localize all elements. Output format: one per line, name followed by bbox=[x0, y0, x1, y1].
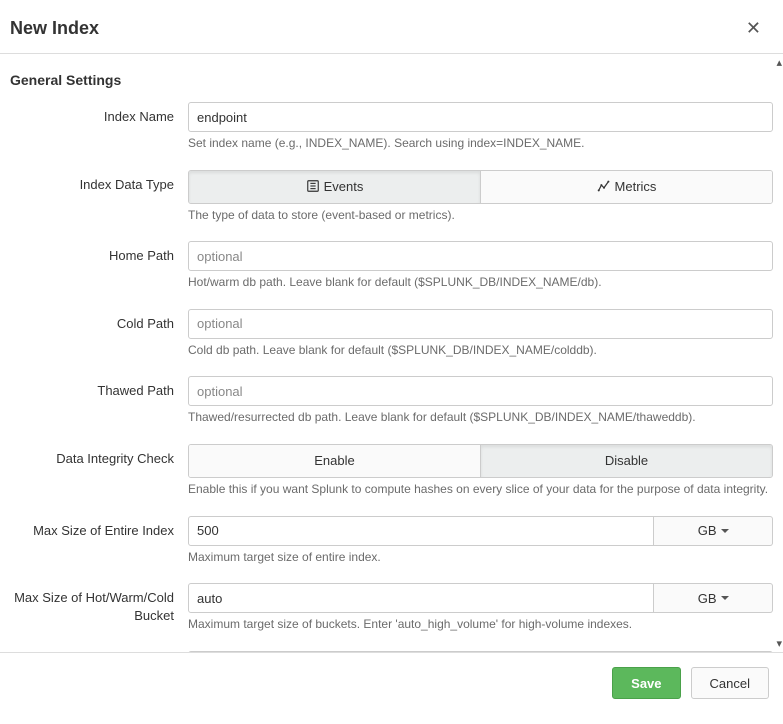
modal-footer: Save Cancel bbox=[0, 652, 783, 713]
row-integrity: Data Integrity Check Enable Disable Enab… bbox=[10, 444, 773, 498]
help-data-type: The type of data to store (event-based o… bbox=[188, 208, 773, 224]
integrity-enable[interactable]: Enable bbox=[189, 445, 480, 477]
section-title: General Settings bbox=[10, 72, 773, 88]
row-frozen-path: Frozen Path Frozen bucket archive path. … bbox=[10, 651, 773, 652]
modal-title: New Index bbox=[10, 18, 99, 39]
label-data-type: Index Data Type bbox=[10, 170, 188, 194]
cold-path-input[interactable] bbox=[188, 309, 773, 339]
enable-label: Enable bbox=[314, 453, 354, 468]
events-label: Events bbox=[324, 179, 364, 194]
help-max-index: Maximum target size of entire index. bbox=[188, 550, 773, 566]
row-data-type: Index Data Type Events Metrics The type … bbox=[10, 170, 773, 224]
label-cold-path: Cold Path bbox=[10, 309, 188, 333]
events-icon bbox=[306, 179, 320, 193]
modal-body: ▴ General Settings Index Name Set index … bbox=[0, 54, 783, 652]
max-bucket-input[interactable] bbox=[188, 583, 654, 613]
label-home-path: Home Path bbox=[10, 241, 188, 265]
label-integrity: Data Integrity Check bbox=[10, 444, 188, 468]
help-cold-path: Cold db path. Leave blank for default ($… bbox=[188, 343, 773, 359]
frozen-path-input[interactable] bbox=[188, 651, 773, 652]
data-type-events[interactable]: Events bbox=[189, 171, 480, 203]
help-integrity: Enable this if you want Splunk to comput… bbox=[188, 482, 773, 498]
row-max-index: Max Size of Entire Index GB Maximum targ… bbox=[10, 516, 773, 566]
help-home-path: Hot/warm db path. Leave blank for defaul… bbox=[188, 275, 773, 291]
max-bucket-unit-label: GB bbox=[698, 591, 717, 606]
home-path-input[interactable] bbox=[188, 241, 773, 271]
modal-header: New Index ✕ bbox=[0, 0, 783, 54]
data-type-metrics[interactable]: Metrics bbox=[480, 171, 772, 203]
chevron-down-icon bbox=[721, 529, 729, 533]
row-cold-path: Cold Path Cold db path. Leave blank for … bbox=[10, 309, 773, 359]
label-max-bucket: Max Size of Hot/Warm/Cold Bucket bbox=[10, 583, 188, 624]
cancel-button[interactable]: Cancel bbox=[691, 667, 769, 699]
label-thawed-path: Thawed Path bbox=[10, 376, 188, 400]
help-index-name: Set index name (e.g., INDEX_NAME). Searc… bbox=[188, 136, 773, 152]
max-index-unit-label: GB bbox=[698, 523, 717, 538]
chevron-down-icon bbox=[721, 596, 729, 600]
row-max-bucket: Max Size of Hot/Warm/Cold Bucket GB Maxi… bbox=[10, 583, 773, 633]
close-icon[interactable]: ✕ bbox=[742, 18, 765, 39]
save-button[interactable]: Save bbox=[612, 667, 680, 699]
integrity-toggle: Enable Disable bbox=[188, 444, 773, 478]
data-type-toggle: Events Metrics bbox=[188, 170, 773, 204]
label-max-index: Max Size of Entire Index bbox=[10, 516, 188, 540]
help-max-bucket: Maximum target size of buckets. Enter 'a… bbox=[188, 617, 773, 633]
row-thawed-path: Thawed Path Thawed/resurrected db path. … bbox=[10, 376, 773, 426]
max-bucket-unit-dropdown[interactable]: GB bbox=[654, 583, 773, 613]
metrics-icon bbox=[597, 179, 611, 193]
row-index-name: Index Name Set index name (e.g., INDEX_N… bbox=[10, 102, 773, 152]
scroll-up-icon[interactable]: ▴ bbox=[776, 56, 782, 69]
max-index-input[interactable] bbox=[188, 516, 654, 546]
thawed-path-input[interactable] bbox=[188, 376, 773, 406]
row-home-path: Home Path Hot/warm db path. Leave blank … bbox=[10, 241, 773, 291]
label-frozen-path: Frozen Path bbox=[10, 651, 188, 652]
max-index-unit-dropdown[interactable]: GB bbox=[654, 516, 773, 546]
metrics-label: Metrics bbox=[615, 179, 657, 194]
index-name-input[interactable] bbox=[188, 102, 773, 132]
label-index-name: Index Name bbox=[10, 102, 188, 126]
integrity-disable[interactable]: Disable bbox=[480, 445, 772, 477]
help-thawed-path: Thawed/resurrected db path. Leave blank … bbox=[188, 410, 773, 426]
disable-label: Disable bbox=[605, 453, 648, 468]
scroll-down-icon[interactable]: ▾ bbox=[776, 637, 782, 650]
